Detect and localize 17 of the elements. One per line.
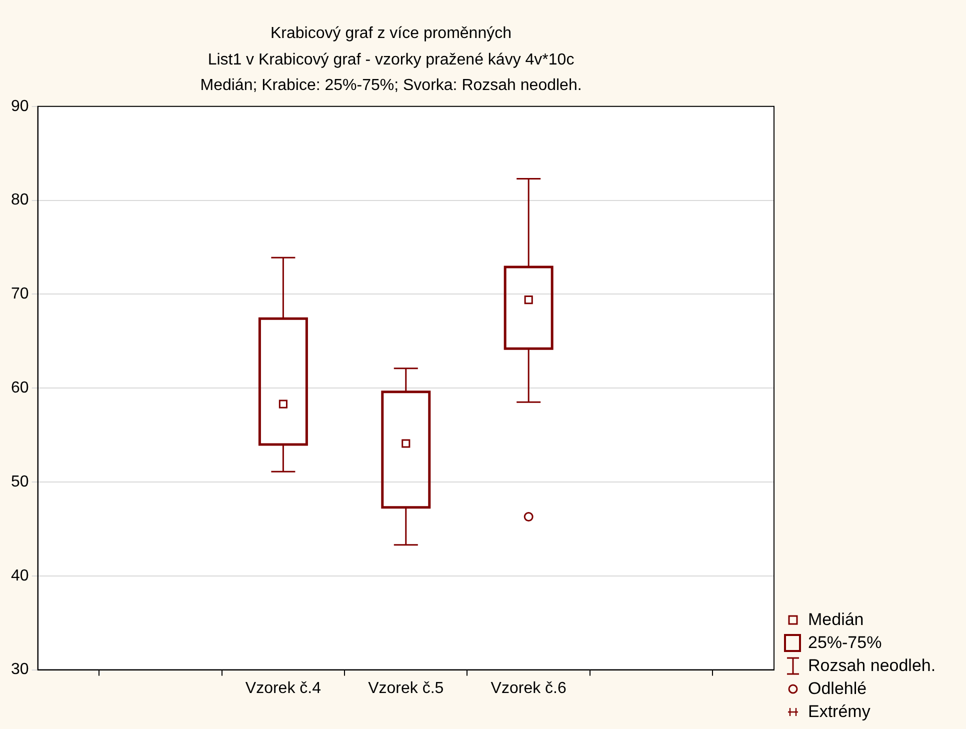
x-tick-label: Vzorek č.5	[368, 680, 444, 697]
y-tick-label: 90	[11, 98, 29, 115]
x-tick-label: Vzorek č.6	[490, 680, 566, 697]
y-tick-label: 50	[11, 473, 29, 490]
chart-subtitle: List1 v Krabicový graf - vzorky pražené kávy 4v*10c Medián; Krabice: 25%-75%; Svorka: Rozsah neodleh.	[200, 51, 582, 94]
chart-title: Krabicový graf z více proměnných	[270, 25, 512, 42]
y-tick-label: 70	[11, 286, 29, 303]
y-tick-label: 30	[11, 661, 29, 678]
text: Odlehlé	[808, 678, 867, 700]
text: Extrémy	[808, 701, 870, 723]
text: Medián	[808, 609, 864, 631]
x-tick-label: Vzorek č.4	[245, 680, 322, 697]
text: Rozsah neodleh.	[808, 655, 936, 677]
y-tick-label: 40	[11, 567, 29, 584]
y-tick-label: 60	[11, 380, 29, 397]
text: 25%-75%	[808, 632, 882, 654]
y-tick-label: 80	[11, 192, 29, 209]
